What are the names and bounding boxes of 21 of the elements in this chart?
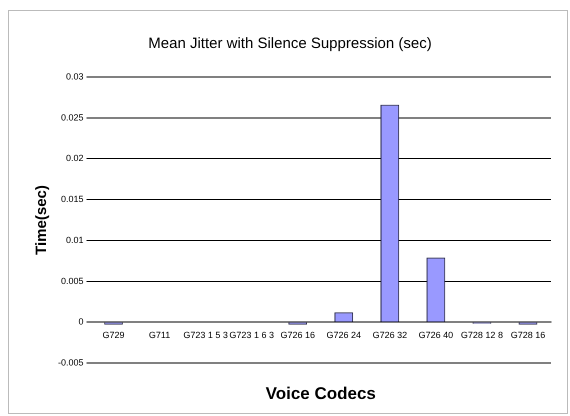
x-tick-label: G728 12 8 xyxy=(460,330,503,340)
y-tick-label: -0.005 xyxy=(58,357,84,368)
x-tick-label: G728 16 xyxy=(510,330,546,340)
y-axis-title: Time(sec) xyxy=(33,185,50,255)
y-tick-label: 0.015 xyxy=(60,194,84,204)
x-axis-title: Voice Codecs xyxy=(266,384,376,403)
x-tick-label: G726 16 xyxy=(280,330,315,340)
y-tick-label: 0.03 xyxy=(66,71,84,82)
x-tick-label: G726 24 xyxy=(326,330,362,340)
x-tick-label: G723 1 6 3 xyxy=(229,330,274,340)
x-tick-label: G729 xyxy=(102,330,125,340)
x-tick-label: G726 32 xyxy=(372,330,408,340)
x-tick-label: G726 40 xyxy=(418,330,454,340)
y-tick-label: 0.025 xyxy=(60,112,84,122)
y-tick-label: 0.005 xyxy=(60,276,84,286)
x-tick-label: G723 1 5 3 xyxy=(183,330,228,340)
y-tick-label: 0.02 xyxy=(66,153,84,164)
y-tick-label: 0.01 xyxy=(66,234,84,245)
chart-title: Mean Jitter with Silence Suppression (sec) xyxy=(148,35,432,52)
x-tick-label: G711 xyxy=(148,330,170,340)
y-tick-label: 0 xyxy=(78,316,84,327)
